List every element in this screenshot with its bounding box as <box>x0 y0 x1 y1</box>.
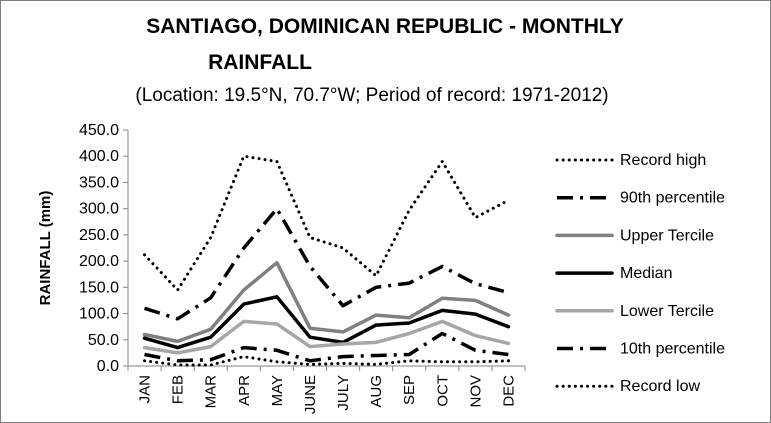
y-tick-label: 150.0 <box>79 279 119 296</box>
legend-label: Median <box>620 265 672 282</box>
y-tick-label: 450.0 <box>79 122 119 139</box>
series-line-record-high <box>143 154 510 292</box>
y-tick-label: 400.0 <box>79 148 119 165</box>
series-line-upper-tercile <box>142 260 511 344</box>
chart-title-line-2: RAINFALL <box>208 51 312 74</box>
y-tick-label: 50.0 <box>88 332 119 349</box>
plot-area: 0.0 50.0 100.0 150.0 200.0 250.0 300.0 350.0 400… <box>79 122 526 414</box>
series-line-lower-tercile <box>142 319 511 355</box>
x-tick-label: JULY <box>335 375 352 411</box>
series-line-record-low <box>143 355 510 367</box>
x-tick-label: FEB <box>170 375 187 404</box>
legend-label: 90th percentile <box>620 190 725 207</box>
legend-label: Record low <box>620 378 700 395</box>
x-tick-label: DEC <box>500 375 517 407</box>
legend-label: Upper Tercile <box>620 227 714 244</box>
legend: Record high 90th percentile Upper Tercile M… <box>555 152 725 395</box>
y-axis-label: RAINFALL (mm) <box>37 191 54 306</box>
y-tick-label: 100.0 <box>79 306 119 323</box>
y-tick-label: 300.0 <box>79 201 119 218</box>
chart-title-line-1: SANTIAGO, DOMINICAN REPUBLIC - MONTHLY <box>146 15 624 38</box>
series-line-90th-percentile <box>143 206 509 321</box>
x-tick-label: NOV <box>467 375 484 408</box>
x-tick-label: AUG <box>368 375 385 408</box>
x-tick-label: APR <box>236 375 253 406</box>
x-tick-label: SEP <box>401 375 418 405</box>
series-line-median <box>142 295 511 350</box>
y-tick-label: 350.0 <box>79 174 119 191</box>
x-tick-label: MAR <box>203 375 220 409</box>
legend-label: 10th percentile <box>620 341 725 358</box>
x-tick-label: JAN <box>137 375 154 403</box>
x-tick-label: MAY <box>269 375 286 406</box>
x-tick-label: OCT <box>434 375 451 407</box>
legend-label: Record high <box>620 152 706 169</box>
chart-subtitle: (Location: 19.5°N, 70.7°W; Period of rec… <box>135 85 608 106</box>
x-tick-label: JUNE <box>302 375 319 414</box>
legend-label: Lower Tercile <box>620 303 714 320</box>
y-tick-label: 250.0 <box>79 227 119 244</box>
y-tick-label: 200.0 <box>79 253 119 270</box>
y-tick-label: 0.0 <box>97 358 119 375</box>
